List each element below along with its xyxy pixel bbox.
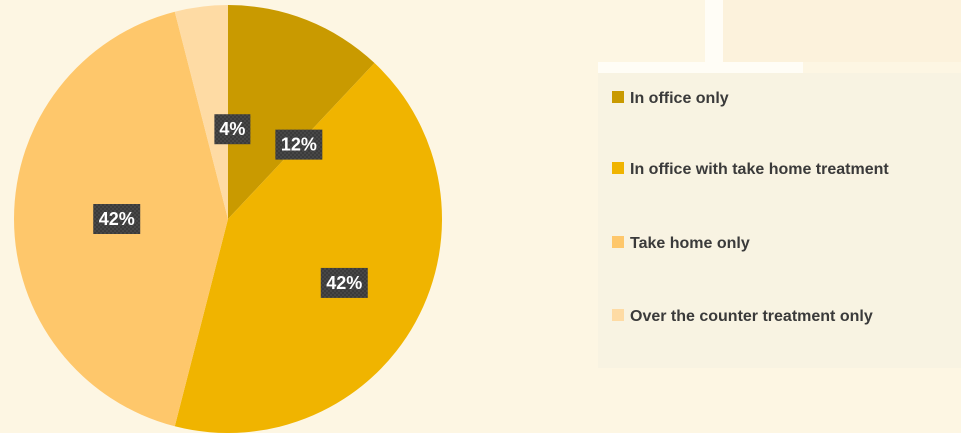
legend-label: Take home only — [630, 235, 750, 252]
legend-swatch — [612, 236, 624, 248]
pie-slice-in-office-only — [228, 5, 375, 219]
data-label-box — [93, 204, 141, 234]
data-label: 4% — [219, 119, 245, 139]
data-label-box — [320, 267, 368, 298]
background-panel — [712, 0, 961, 62]
data-labels: 12% 42% 42% 4% — [93, 114, 368, 298]
legend-item-in-office-only: In office only — [612, 88, 729, 110]
background-strip — [705, 0, 723, 62]
data-label-box — [275, 129, 323, 160]
legend-item-over-the-counter-only: Over the counter treatment only — [612, 306, 873, 328]
data-label-box — [214, 114, 251, 145]
legend-label: Over the counter treatment only — [630, 308, 873, 325]
background-bar — [598, 62, 803, 73]
pie-slice-in-office-with-take-home-treatment — [174, 63, 442, 433]
legend-item-in-office-with-take-home: In office with take home treatment — [612, 159, 912, 181]
legend-swatch — [612, 91, 624, 103]
legend-swatch — [612, 162, 624, 174]
legend-label: In office with take home treatment — [630, 161, 889, 178]
pie-slices — [14, 5, 442, 433]
legend-item-take-home-only: Take home only — [612, 233, 750, 255]
data-label: 42% — [99, 209, 135, 229]
data-label: 12% — [281, 135, 317, 155]
pie-slice-over-the-counter-treatment-only — [174, 5, 228, 219]
legend-label: In office only — [630, 90, 729, 107]
legend-panel — [598, 73, 961, 368]
data-label: 42% — [326, 273, 362, 293]
legend-swatch — [612, 309, 624, 321]
